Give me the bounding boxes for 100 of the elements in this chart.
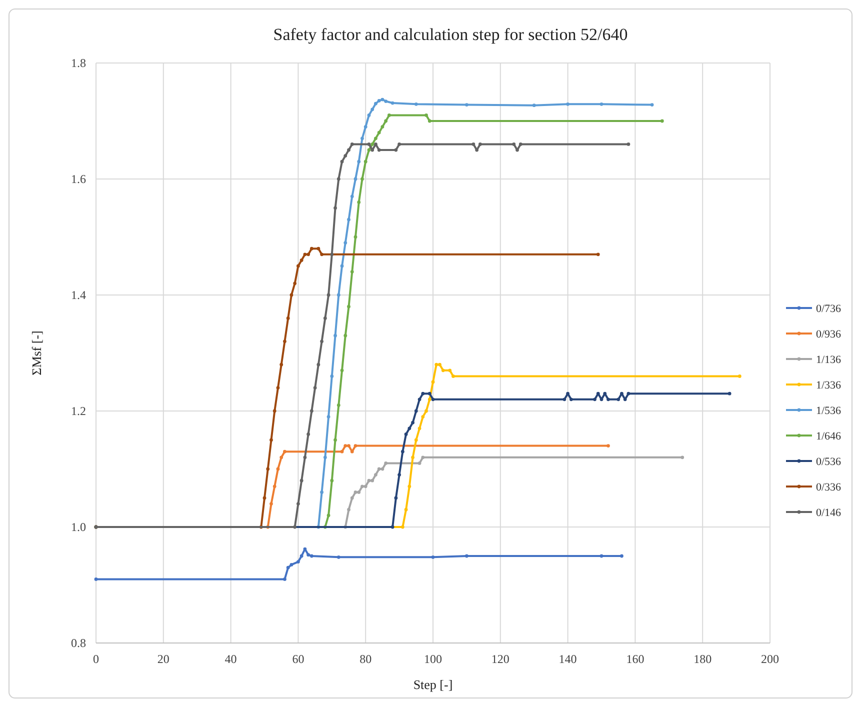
x-axis-title: Step [-] [413,677,453,692]
point [276,467,280,471]
legend-label: 0/336 [816,482,842,494]
point [316,246,320,250]
legend-label: 0/936 [816,328,842,340]
point [276,386,280,390]
y-axis-title: ΣMsf [-] [29,330,44,376]
point [438,362,442,366]
x-tick-label: 140 [558,652,577,666]
x-tick-label: 0 [93,652,99,666]
point [334,334,337,338]
point [380,467,384,471]
point [562,398,566,402]
point [660,119,664,123]
point [370,142,374,146]
point [404,432,408,436]
point [323,456,327,460]
point [431,380,435,384]
point [418,462,422,465]
point [424,114,428,117]
point [357,200,361,204]
point [347,148,350,152]
point [300,554,304,558]
point [728,392,732,396]
point [650,103,654,106]
point [374,473,378,476]
x-tick-label: 100 [424,652,442,666]
point [398,473,401,476]
point [347,304,350,308]
point [316,362,320,366]
point [303,456,307,460]
point [398,142,401,146]
point [262,496,266,500]
point [370,108,374,112]
point [569,398,573,402]
point [600,102,604,106]
point [418,398,422,402]
point [596,252,600,256]
point [306,432,310,436]
point [300,258,304,262]
point [313,386,317,390]
x-tick-label: 60 [292,652,304,666]
y-tick-label: 1.2 [71,404,86,418]
point [680,456,684,460]
point [367,142,371,146]
point [384,100,388,103]
point [512,142,516,146]
point [347,444,350,448]
point [336,177,340,181]
legend-label: 0/736 [816,303,842,315]
point [296,264,300,268]
point [431,555,435,559]
point [472,142,476,146]
point [390,525,394,529]
point [286,566,290,570]
point [280,362,284,366]
point [377,99,381,102]
point [354,177,358,181]
y-tick-label: 1.4 [71,288,86,302]
point [408,426,412,430]
point [518,142,522,146]
point [330,252,334,256]
point [377,148,381,152]
legend-label: 1/536 [816,405,842,417]
point [367,478,371,482]
y-tick-label: 1.0 [71,520,86,534]
point [340,264,344,268]
point [626,392,630,396]
point [532,104,536,108]
point [336,404,340,407]
point [400,450,404,454]
point [360,484,364,488]
point [566,102,570,106]
point [478,142,482,146]
point [434,362,438,366]
point [266,467,270,471]
chart-title: Safety factor and calculation step for section 52/640 [273,25,628,44]
point [283,578,286,581]
point [626,142,630,146]
point [600,554,604,558]
point [421,456,425,460]
point [374,102,378,106]
point [340,160,344,164]
point [323,316,327,320]
point [367,114,371,117]
point [293,525,297,529]
point [310,554,314,558]
point [421,392,425,396]
point [364,160,368,164]
point [377,467,381,471]
point [347,218,350,222]
point [290,293,294,297]
point [326,415,330,418]
point [384,119,388,123]
point [367,148,371,152]
point [334,206,337,210]
legend-label: 1/646 [816,430,842,442]
point [350,270,354,274]
legend-label: 0/536 [816,456,842,468]
x-tick-label: 200 [761,652,779,666]
